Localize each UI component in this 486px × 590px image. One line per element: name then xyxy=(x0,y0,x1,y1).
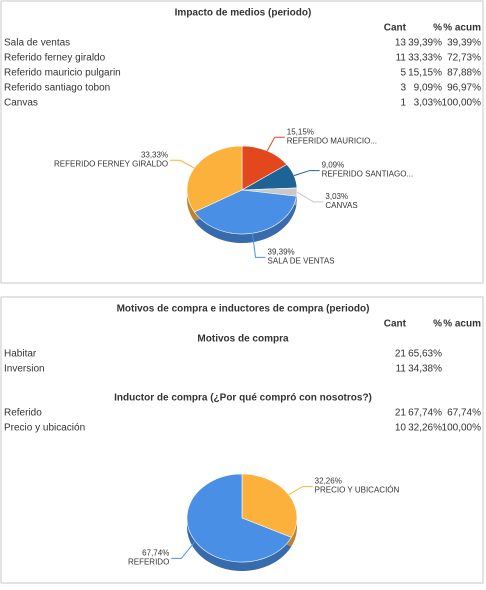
row-label: Habitar xyxy=(4,349,37,360)
section-title: Inductor de compra (¿Por qué compró con … xyxy=(114,393,372,404)
cell: 1 xyxy=(400,98,406,109)
panel-title: Impacto de medios (periodo) xyxy=(175,8,312,19)
panel-frame xyxy=(0,296,484,584)
slice xyxy=(241,473,298,538)
slice-label: REFERIDO MAURICIO... xyxy=(287,136,377,145)
cell: 67,74% xyxy=(447,408,481,419)
slice-label: REFERIDO FERNEY GIRALDO xyxy=(54,159,168,168)
row-label: Referido mauricio pulgarin xyxy=(4,68,121,79)
leader-line xyxy=(293,170,320,177)
column-header: % acum xyxy=(443,319,481,330)
section-title: Motivos de compra xyxy=(197,334,289,345)
slice-percent: 39,39% xyxy=(268,247,295,256)
cell: 11 xyxy=(396,53,407,64)
row-label: Canvas xyxy=(4,98,38,109)
cell: 3 xyxy=(400,83,406,94)
cell: 3,03% xyxy=(414,98,442,109)
leader-line xyxy=(251,233,266,258)
cell: 11 xyxy=(396,364,407,375)
cell: 13 xyxy=(395,38,407,49)
cell: 87,88% xyxy=(447,68,481,79)
cell: 100,00% xyxy=(442,98,482,109)
cell: 34,38% xyxy=(408,364,442,375)
slice-percent: 67,74% xyxy=(142,549,169,558)
cell: 33,33% xyxy=(408,53,442,64)
leader-line xyxy=(296,191,324,203)
cell: 96,97% xyxy=(447,83,481,94)
leader-line xyxy=(266,136,285,152)
slice-label: REFERIDO SANTIAGO... xyxy=(322,170,414,179)
cell: 72,73% xyxy=(447,53,481,64)
cell: 21 xyxy=(395,349,407,360)
cell: 10 xyxy=(395,423,407,434)
cell: 5 xyxy=(400,68,406,79)
panel-frame xyxy=(0,0,484,284)
row-label: Sala de ventas xyxy=(4,38,70,49)
slice-label: SALA DE VENTAS xyxy=(268,256,335,265)
column-header: % xyxy=(433,319,442,330)
cell: 39,39% xyxy=(447,38,481,49)
row-label: Precio y ubicación xyxy=(4,423,85,434)
cell: 9,09% xyxy=(414,83,442,94)
leader-line xyxy=(288,486,313,496)
panel-title: Motivos de compra e inductores de compra… xyxy=(117,304,370,315)
row-label: Inversion xyxy=(4,364,45,375)
slice xyxy=(186,145,243,213)
slice-percent: 9,09% xyxy=(322,161,345,170)
column-header: Cant xyxy=(384,319,407,330)
row-label: Referido ferney giraldo xyxy=(4,53,106,64)
row-label: Referido xyxy=(4,408,42,419)
slice xyxy=(241,145,288,191)
cell: 39,39% xyxy=(408,38,442,49)
slice-label: PRECIO Y UBICACIÓN xyxy=(315,486,400,495)
slice xyxy=(193,189,297,235)
slice-label: REFERIDO xyxy=(128,558,169,567)
slice-label: CANVAS xyxy=(325,201,357,210)
column-header: % acum xyxy=(443,23,481,34)
cell: 65,63% xyxy=(408,349,442,360)
slice-percent: 32,26% xyxy=(315,477,342,486)
column-header: % xyxy=(433,23,442,34)
slice-percent: 33,33% xyxy=(141,150,168,159)
slice-percent: 15,15% xyxy=(287,127,314,136)
leader-line xyxy=(171,540,196,559)
row-label: Referido santiago tobon xyxy=(4,83,110,94)
column-header: Cant xyxy=(384,23,407,34)
leader-line xyxy=(170,159,195,169)
cell: 67,74% xyxy=(408,408,442,419)
cell: 32,26% xyxy=(408,423,442,434)
cell: 15,15% xyxy=(408,68,442,79)
cell: 21 xyxy=(395,408,407,419)
slice-percent: 3,03% xyxy=(325,192,348,201)
cell: 100,00% xyxy=(442,423,482,434)
